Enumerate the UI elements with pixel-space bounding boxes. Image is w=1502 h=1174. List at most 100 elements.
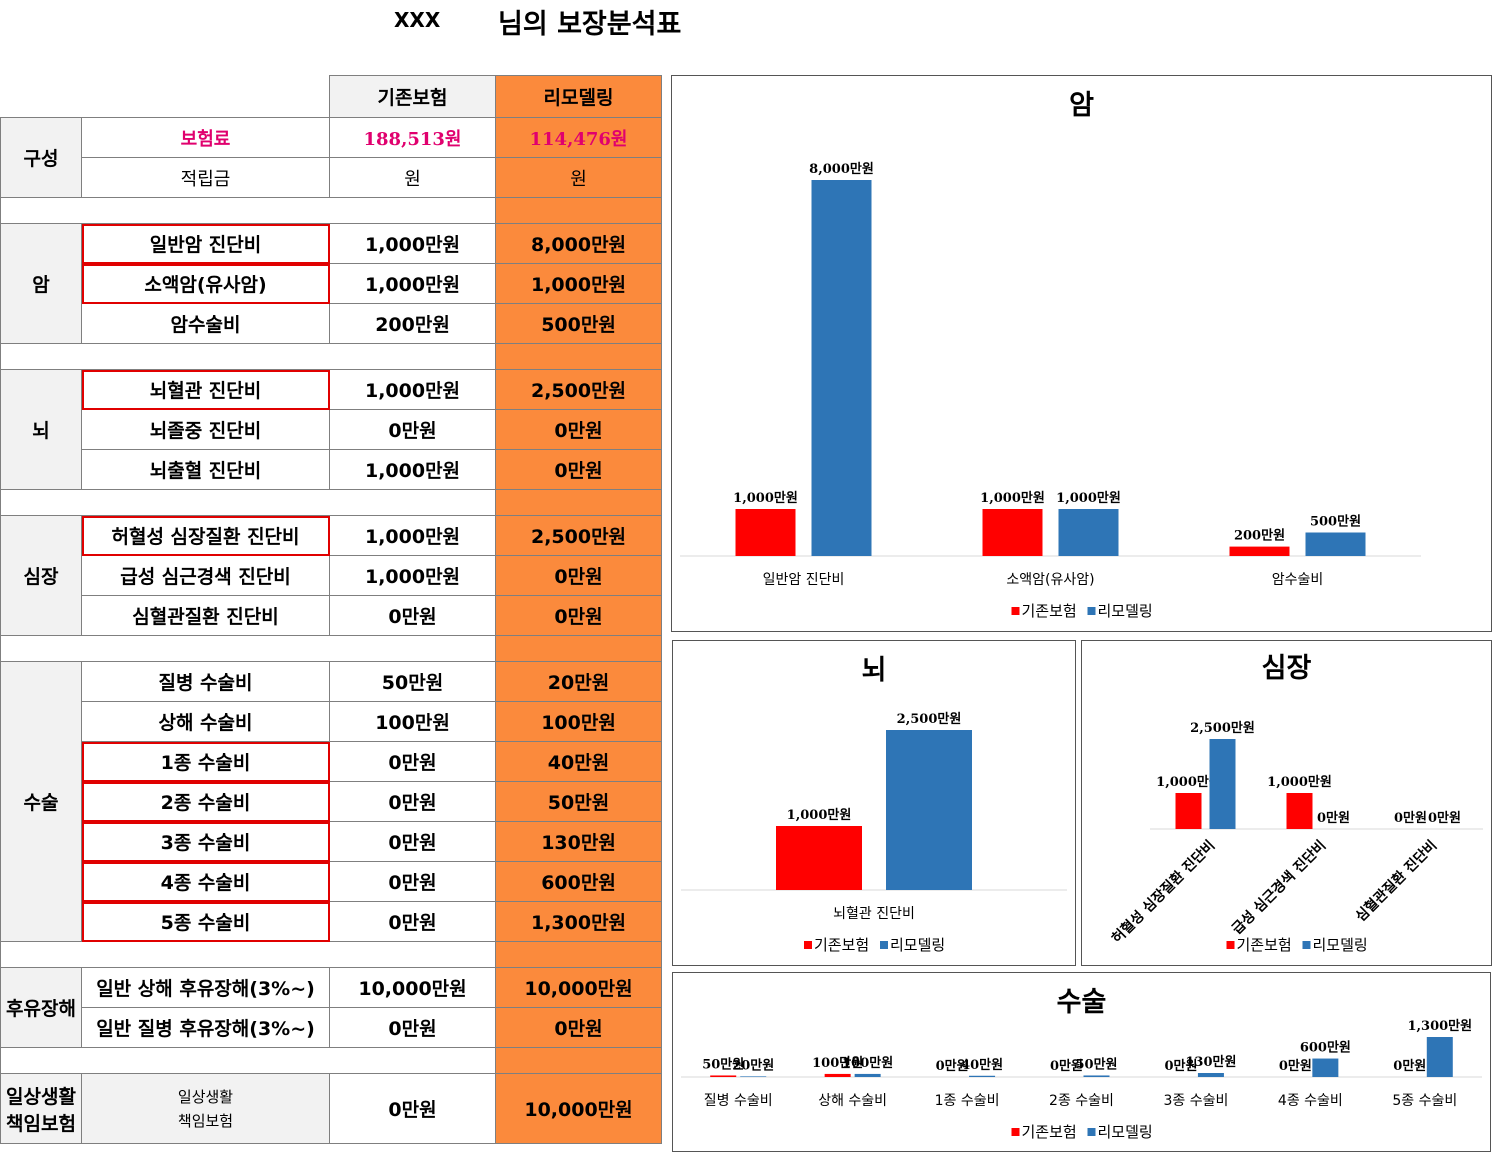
category-line: 책임보험 bbox=[6, 1112, 76, 1135]
value-existing: 1,000만원 bbox=[329, 223, 496, 264]
bar-remodel bbox=[1312, 1058, 1339, 1077]
row-label: 소액암(유사암) bbox=[81, 263, 330, 304]
value-remodel: 원 bbox=[495, 157, 662, 198]
legend-swatch-remodel bbox=[1087, 607, 1096, 615]
bar-remodel bbox=[1083, 1075, 1110, 1077]
bar-existing bbox=[1229, 546, 1290, 556]
bar-remodel bbox=[969, 1075, 996, 1077]
legend-label-existing: 기존보험 bbox=[1022, 1123, 1077, 1141]
value-remodel: 0만원 bbox=[495, 595, 662, 636]
chart-surgery: 수술 50만원 20만원 질병 수술비 100만원 100만원 상해 수술비 0만원 40만원 1… bbox=[672, 972, 1491, 1152]
chart-title: 수술 bbox=[1057, 987, 1107, 1018]
row-label: 상해 수술비 bbox=[81, 701, 330, 742]
row-label: 뇌혈관 진단비 bbox=[81, 369, 330, 410]
value-existing: 0만원 bbox=[329, 781, 496, 822]
value-existing: 0만원 bbox=[329, 409, 496, 450]
legend-label-existing: 기존보험 bbox=[1237, 936, 1292, 954]
category-cell: 후유장해 bbox=[0, 967, 82, 1048]
row-label: 질병 수술비 bbox=[81, 661, 330, 702]
spacer-row-remodel bbox=[495, 489, 662, 516]
bar-existing bbox=[735, 509, 796, 556]
spacer-row bbox=[0, 489, 496, 516]
category-label: 급성 심근경색 진단비 bbox=[1228, 837, 1329, 938]
value-remodel: 100만원 bbox=[495, 701, 662, 742]
bar-remodel bbox=[1197, 1073, 1224, 1077]
data-label: 1,000만원 bbox=[787, 807, 852, 823]
chart-heart: 심장 1,000만원 2,500만원 허혈성 심장질환 진단비 1,000만원 0만원 급성… bbox=[1081, 640, 1492, 966]
category-cell: 수술 bbox=[0, 661, 82, 942]
chart-title: 암 bbox=[1069, 90, 1094, 121]
bar-remodel bbox=[1058, 509, 1119, 556]
value-existing: 0만원 bbox=[329, 741, 496, 782]
category-label: 허혈성 심장질환 진단비 bbox=[1108, 837, 1218, 947]
legend-swatch-remodel bbox=[880, 941, 888, 949]
value-remodel: 500만원 bbox=[495, 303, 662, 344]
legend-swatch-existing bbox=[1011, 1128, 1020, 1136]
row-label: 3종 수술비 bbox=[81, 821, 330, 862]
bar-remodel bbox=[854, 1073, 881, 1077]
category-cell: 구성 bbox=[0, 117, 82, 198]
data-label: 1,300만원 bbox=[1407, 1018, 1472, 1034]
data-label: 50만원 bbox=[702, 1056, 744, 1072]
spacer-row-remodel bbox=[495, 635, 662, 662]
legend-label-existing: 기존보험 bbox=[814, 936, 869, 954]
value-remodel: 0만원 bbox=[495, 449, 662, 490]
data-label: 8,000만원 bbox=[809, 161, 874, 177]
category-label: 심혈관질환 진단비 bbox=[1352, 837, 1440, 925]
bar-existing bbox=[824, 1073, 851, 1077]
data-label: 130만원 bbox=[1185, 1054, 1236, 1070]
value-existing: 1,000만원 bbox=[329, 555, 496, 596]
value-existing: 1,000만원 bbox=[329, 449, 496, 490]
data-label: 50만원 bbox=[1075, 1056, 1117, 1072]
row-label: 4종 수술비 bbox=[81, 861, 330, 902]
value-existing: 200만원 bbox=[329, 303, 496, 344]
row-label: 일반암 진단비 bbox=[81, 223, 330, 264]
bar-remodel bbox=[1426, 1037, 1453, 1077]
legend-swatch-existing bbox=[1226, 941, 1235, 949]
legend-swatch-existing bbox=[804, 941, 812, 949]
bar-remodel bbox=[1209, 739, 1236, 829]
spacer-row bbox=[0, 343, 496, 370]
data-label: 100만원 bbox=[842, 1055, 893, 1071]
col-header-existing: 기존보험 bbox=[329, 75, 496, 118]
value-remodel: 8,000만원 bbox=[495, 223, 662, 264]
bar-remodel bbox=[740, 1076, 767, 1077]
row-label: 일반 질병 후유장해(3%~) bbox=[81, 1007, 330, 1048]
category-label: 소액암(유사암) bbox=[1006, 572, 1094, 588]
row-label: 2종 수술비 bbox=[81, 781, 330, 822]
data-label: 100만원 bbox=[812, 1055, 863, 1071]
category-cell: 심장 bbox=[0, 515, 82, 636]
legend-swatch-existing bbox=[1011, 607, 1020, 615]
data-label: 2,500만원 bbox=[1190, 720, 1255, 736]
value-existing: 1,000만원 bbox=[329, 515, 496, 556]
chart-brain: 뇌 1,000만원 2,500만원 뇌혈관 진단비 기존보험 리모델링 bbox=[672, 640, 1076, 966]
row-label: 급성 심근경색 진단비 bbox=[81, 555, 330, 596]
row-label: 일상생활 책임보험 bbox=[81, 1073, 330, 1144]
spacer-row bbox=[0, 635, 496, 662]
row-label-line: 책임보험 bbox=[177, 1111, 234, 1130]
data-label: 1,000만원 bbox=[980, 490, 1045, 506]
value-existing: 0만원 bbox=[329, 1073, 496, 1144]
category-cell: 암 bbox=[0, 223, 82, 344]
value-remodel: 130만원 bbox=[495, 821, 662, 862]
row-label: 일반 상해 후유장해(3%~) bbox=[81, 967, 330, 1008]
category-label: 일반암 진단비 bbox=[763, 572, 845, 588]
category-label: 3종 수술비 bbox=[1163, 1093, 1228, 1109]
value-existing: 100만원 bbox=[329, 701, 496, 742]
value-existing: 0만원 bbox=[329, 821, 496, 862]
data-label: 500만원 bbox=[1310, 514, 1361, 530]
bar-existing bbox=[1286, 793, 1313, 829]
category-label: 상해 수술비 bbox=[818, 1093, 887, 1109]
row-label: 1종 수술비 bbox=[81, 741, 330, 782]
chart-title: 심장 bbox=[1262, 653, 1312, 684]
category-line: 일상생활 bbox=[6, 1085, 76, 1108]
value-remodel: 0만원 bbox=[495, 409, 662, 450]
row-label: 보험료 bbox=[81, 117, 330, 158]
bar-existing bbox=[1175, 793, 1202, 829]
category-label: 5종 수술비 bbox=[1392, 1093, 1457, 1109]
coverage-table: 기존보험 리모델링 구성 보험료 188,513원 114,476원 적립금 원 원 암 일반암 진… bbox=[0, 75, 662, 1144]
